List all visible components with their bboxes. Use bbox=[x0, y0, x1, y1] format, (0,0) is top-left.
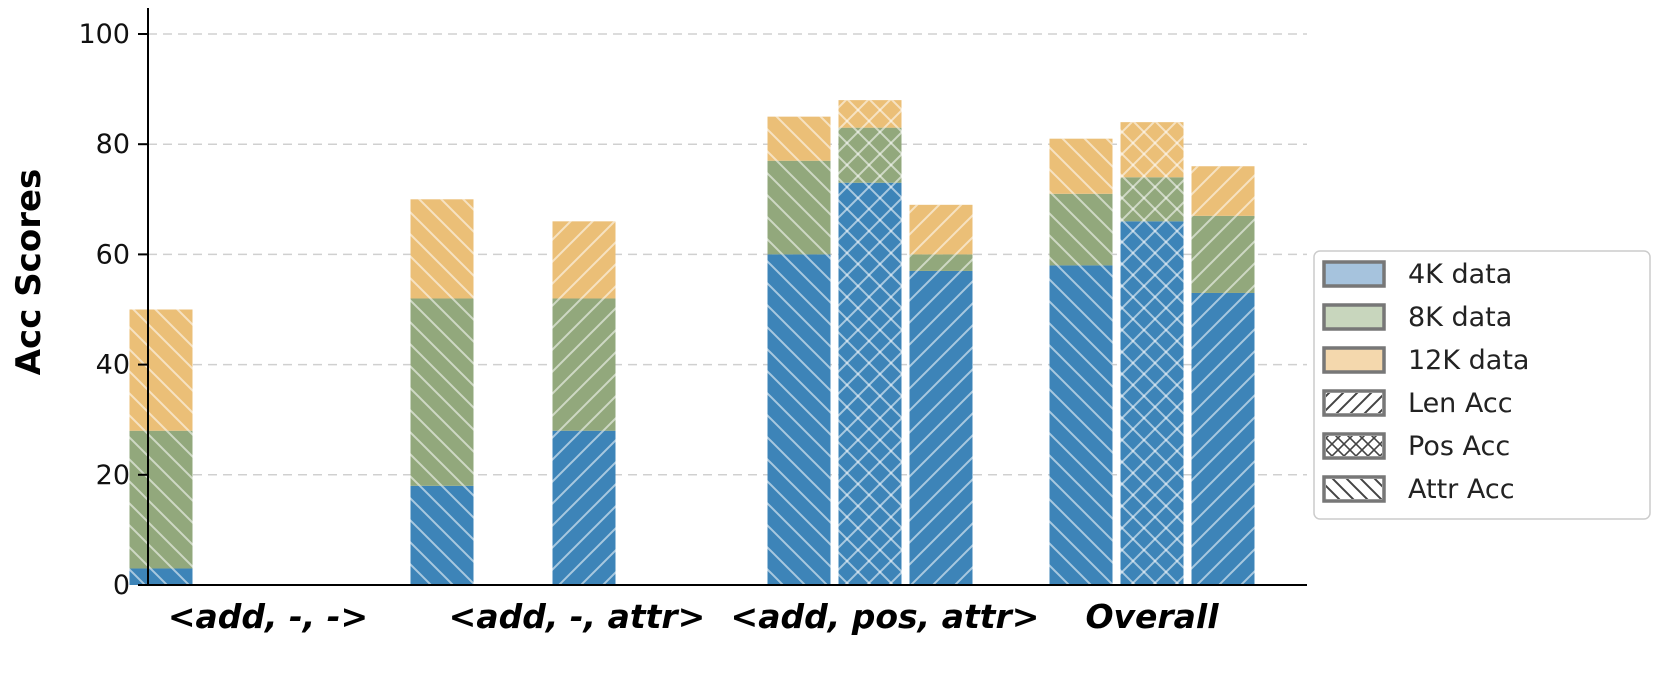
bar-stack bbox=[552, 221, 616, 585]
legend-item: 8K data bbox=[1322, 302, 1512, 333]
legend-item: Attr Acc bbox=[1322, 474, 1515, 505]
bar-hatch bbox=[129, 309, 193, 431]
legend-label: Len Acc bbox=[1408, 388, 1513, 419]
bars bbox=[129, 100, 1255, 585]
bar-hatch bbox=[838, 127, 902, 183]
legend-label: 12K data bbox=[1408, 345, 1529, 376]
y-tick-label: 60 bbox=[96, 239, 130, 270]
legend: 4K data 8K data 12K data Len Acc Pos Acc Attr… bbox=[1313, 250, 1651, 520]
legend-label: 4K data bbox=[1408, 259, 1512, 290]
bar-hatch bbox=[1120, 177, 1184, 222]
bar-hatch bbox=[767, 116, 831, 161]
x-category-label: <add, -, attr> bbox=[449, 597, 706, 636]
bar-hatch bbox=[1191, 166, 1255, 216]
bar-hatch bbox=[1049, 138, 1113, 194]
bar-hatch bbox=[1049, 265, 1113, 585]
x-category-label: <add, -, -> bbox=[168, 597, 368, 636]
legend-hatch bbox=[1326, 393, 1382, 413]
bar-hatch bbox=[838, 182, 902, 585]
bar-stack bbox=[838, 100, 902, 585]
bar-stack bbox=[767, 116, 831, 585]
legend-item: 4K data bbox=[1322, 259, 1512, 290]
x-category-labels: <add, -, -> <add, -, attr> <add, pos, attr… bbox=[168, 597, 1219, 636]
gridlines bbox=[148, 33, 1307, 476]
legend-item: Len Acc bbox=[1322, 388, 1513, 419]
bar-hatch bbox=[129, 430, 193, 569]
bar-hatch bbox=[410, 485, 474, 585]
y-tick-label: 80 bbox=[96, 129, 130, 160]
y-tick-label: 40 bbox=[96, 350, 130, 381]
legend-label: Pos Acc bbox=[1408, 431, 1510, 462]
legend-swatch bbox=[1322, 346, 1386, 374]
legend-hatch bbox=[1326, 436, 1382, 456]
bar-stack bbox=[909, 204, 973, 585]
legend-swatch bbox=[1322, 303, 1386, 331]
legend-item: Pos Acc bbox=[1322, 431, 1510, 462]
y-tick-label: 0 bbox=[113, 570, 130, 601]
legend-label: 8K data bbox=[1408, 302, 1512, 333]
legend-hatch bbox=[1326, 479, 1382, 499]
y-tick-labels: 0 20 40 60 80 100 bbox=[78, 19, 148, 601]
y-tick-label: 20 bbox=[96, 460, 130, 491]
legend-label: Attr Acc bbox=[1408, 474, 1515, 505]
bar-stack bbox=[1049, 138, 1113, 585]
bar-hatch bbox=[909, 204, 973, 255]
bar-hatch bbox=[1120, 122, 1184, 178]
axes bbox=[147, 8, 1307, 586]
bar-hatch bbox=[129, 568, 193, 585]
bar-stack bbox=[410, 199, 474, 585]
bar-hatch bbox=[1120, 221, 1184, 585]
bar-hatch bbox=[767, 160, 831, 255]
bar-hatch bbox=[552, 298, 616, 431]
bar-stack bbox=[129, 309, 193, 585]
bar-hatch bbox=[410, 298, 474, 486]
bar-hatch bbox=[838, 100, 902, 128]
bar-hatch bbox=[909, 270, 973, 585]
legend-swatch bbox=[1322, 260, 1386, 288]
bar-hatch bbox=[552, 430, 616, 585]
x-category-label: <add, pos, attr> bbox=[731, 597, 1040, 636]
x-category-label: Overall bbox=[1085, 597, 1219, 636]
y-axis-label: Acc Scores bbox=[9, 169, 49, 376]
bar-hatch bbox=[552, 221, 616, 299]
bar-hatch bbox=[767, 254, 831, 585]
legend-frame bbox=[1313, 250, 1651, 520]
y-tick-label: 100 bbox=[78, 19, 130, 50]
bar-hatch bbox=[909, 254, 973, 271]
legend-item: 12K data bbox=[1322, 345, 1529, 376]
bar-hatch bbox=[1191, 292, 1255, 585]
bar-hatch bbox=[410, 199, 474, 299]
bar-stack bbox=[1120, 122, 1184, 585]
bar-stack bbox=[1191, 166, 1255, 585]
bar-hatch bbox=[1049, 193, 1113, 266]
bar-hatch bbox=[1191, 215, 1255, 293]
